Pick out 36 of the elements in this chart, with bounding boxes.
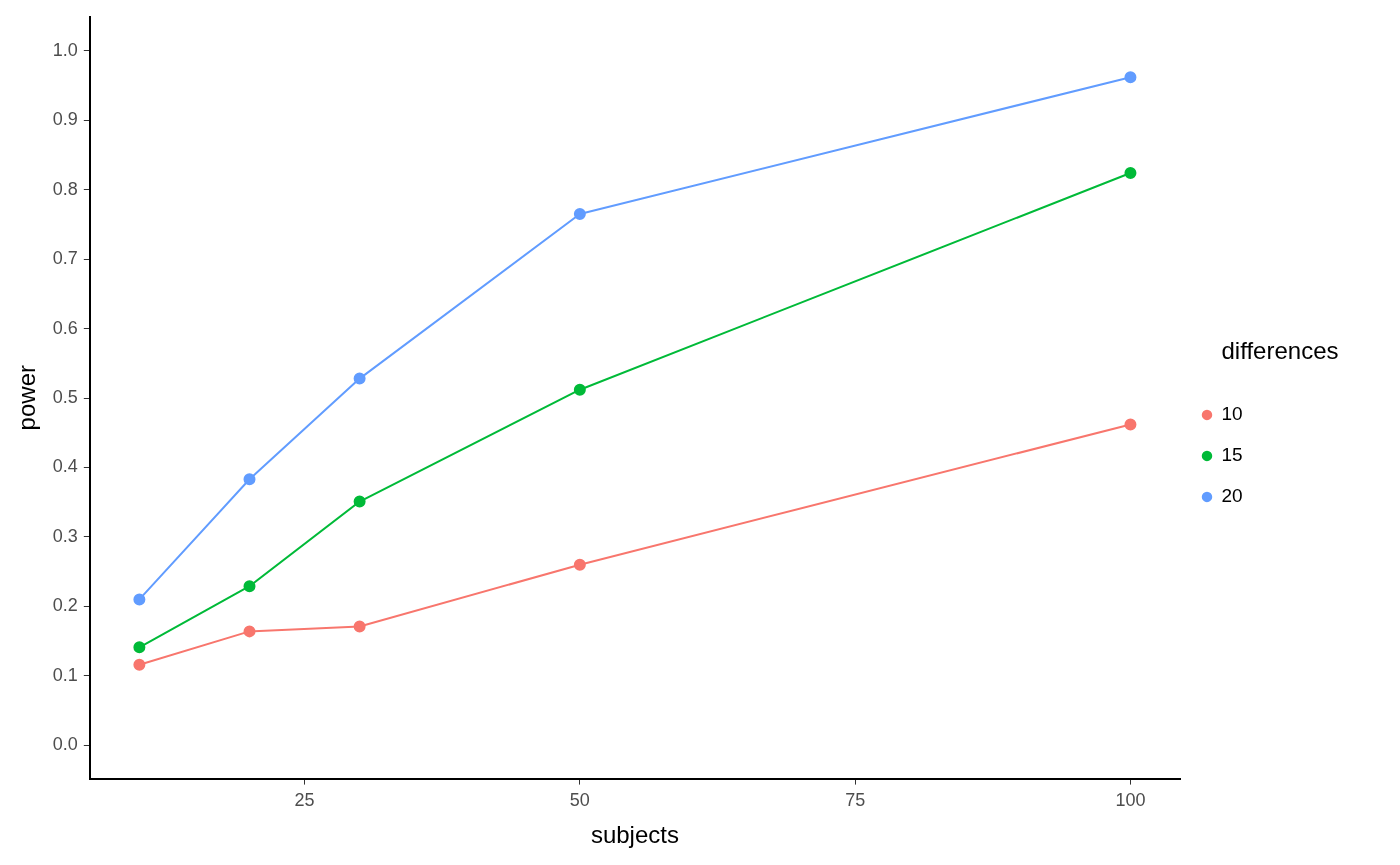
x-tick-label: 50 xyxy=(569,790,590,811)
y-tick-label: 0.1 xyxy=(52,664,78,685)
point xyxy=(573,208,586,221)
y-axis-title: power xyxy=(13,365,41,431)
point xyxy=(1124,167,1137,180)
point xyxy=(243,580,256,593)
point xyxy=(243,625,256,638)
x-tick-label: 75 xyxy=(845,790,866,811)
y-tick-label: 0.0 xyxy=(52,734,78,755)
point xyxy=(243,473,256,486)
y-tick-label: 1.0 xyxy=(52,39,78,60)
point xyxy=(1124,418,1137,431)
point xyxy=(133,658,146,671)
y-tick-label: 0.4 xyxy=(52,456,78,477)
point xyxy=(573,383,586,396)
y-tick-label: 0.8 xyxy=(52,178,78,199)
legend-label: 10 xyxy=(1221,403,1243,425)
point xyxy=(353,495,366,508)
y-tick-label: 0.7 xyxy=(52,248,78,269)
y-tick-label: 0.2 xyxy=(52,595,78,616)
point xyxy=(353,372,366,385)
point xyxy=(573,558,586,571)
point xyxy=(353,620,366,633)
point xyxy=(1124,71,1137,84)
y-tick-label: 0.3 xyxy=(52,525,78,546)
x-axis-title: subjects xyxy=(590,821,679,849)
x-tick-label: 100 xyxy=(1115,790,1146,811)
y-tick-label: 0.6 xyxy=(52,317,78,338)
legend-title: differences xyxy=(1221,337,1339,365)
point xyxy=(133,641,146,654)
point xyxy=(133,593,146,606)
y-tick-label: 0.9 xyxy=(52,109,78,130)
legend-label: 15 xyxy=(1221,444,1243,466)
legend-label: 20 xyxy=(1221,485,1243,507)
x-tick-label: 25 xyxy=(294,790,315,811)
y-tick-label: 0.5 xyxy=(52,387,78,408)
